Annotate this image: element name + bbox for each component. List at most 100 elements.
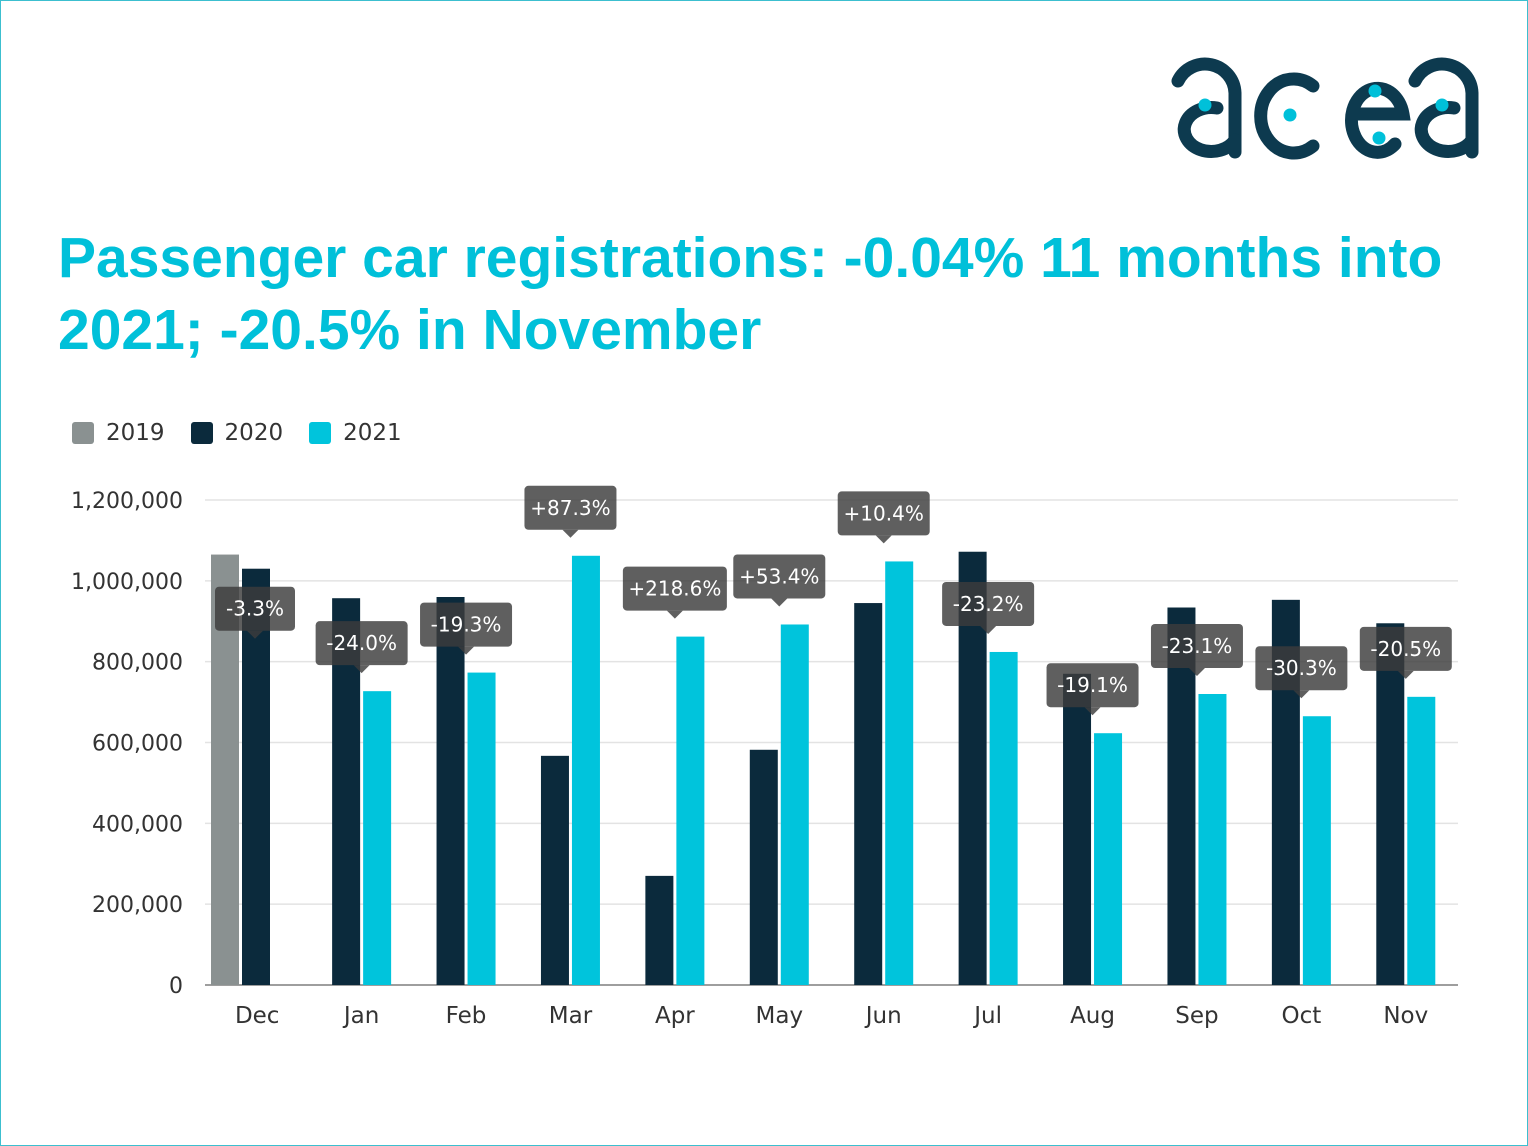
x-tick-label: Oct [1281, 1003, 1321, 1029]
annotation-label: +10.4% [844, 501, 924, 525]
annotation-mar: +87.3% [524, 485, 617, 538]
x-tick-label: Nov [1383, 1003, 1428, 1029]
x-tick-label: Apr [655, 1003, 695, 1029]
annotation-label: -20.5% [1370, 637, 1441, 661]
annotation-apr: +218.6% [622, 566, 727, 619]
bar-2021-may [780, 624, 809, 985]
x-tick-label: Mar [549, 1003, 593, 1029]
x-tick-label: Jul [972, 1003, 1002, 1029]
bar-2021-oct [1302, 716, 1331, 985]
annotation-dec: -3.3% [215, 586, 295, 639]
annotation-pointer [980, 625, 997, 634]
bar-2021-jan [363, 691, 392, 985]
annotation-nov: -20.5% [1359, 626, 1452, 679]
legend-item-2019: 2019 [72, 420, 165, 446]
annotation-pointer [875, 535, 892, 544]
annotation-box [315, 621, 408, 666]
legend-item-2020: 2020 [190, 420, 284, 446]
annotation-label: -23.1% [1162, 634, 1233, 658]
annotation-pointer [771, 598, 788, 607]
acea-logo [1171, 57, 1479, 160]
annotation-pointer [1397, 670, 1414, 679]
y-tick-label: 600,000 [92, 732, 183, 757]
y-tick-label: 1,200,000 [71, 489, 183, 514]
annotation-aug: -19.1% [1046, 663, 1139, 716]
bar-2020-mar [540, 755, 569, 985]
bar-2020-sep [1167, 607, 1196, 985]
annotation-pointer [666, 610, 683, 619]
legend-label-2019: 2019 [106, 420, 165, 446]
x-tick-label: Feb [446, 1003, 487, 1029]
bar-2021-jul [989, 651, 1018, 985]
annotation-jan: -24.0% [315, 621, 408, 674]
bar-2021-feb [467, 672, 496, 985]
bar-2021-nov [1407, 696, 1436, 985]
bar-2021-mar [571, 555, 600, 985]
annotation-jul: -23.2% [942, 581, 1035, 634]
x-tick-label: Jun [864, 1003, 902, 1029]
annotation-sep: -23.1% [1150, 624, 1243, 676]
annotation-label: -19.3% [431, 613, 502, 637]
bar-2020-aug [1063, 673, 1092, 985]
bar-2020-apr [645, 875, 674, 985]
x-tick-label: Aug [1070, 1003, 1115, 1029]
annotation-box [622, 566, 727, 611]
bar-2021-apr [676, 636, 705, 985]
bar-2020-jun [854, 603, 883, 985]
y-tick-label: 0 [169, 974, 183, 999]
annotation-label: -24.0% [326, 631, 397, 655]
y-tick-label: 200,000 [92, 893, 183, 918]
annotation-box [1046, 663, 1139, 708]
legend-swatch-2020 [190, 422, 213, 444]
y-tick-label: 400,000 [92, 812, 183, 837]
legend-item-2021: 2021 [309, 420, 402, 446]
annotation-oct: -30.3% [1255, 646, 1348, 699]
annotation-box [733, 554, 826, 599]
annotation-label: -30.3% [1266, 656, 1337, 680]
chart-legend: 2019 2020 2021 [72, 418, 428, 448]
annotation-pointer [247, 630, 263, 639]
annotation-label: +87.3% [530, 496, 610, 520]
annotation-pointer [1084, 707, 1101, 716]
annotation-pointer [562, 529, 579, 538]
annotation-jun: +10.4% [837, 491, 930, 544]
bar-2021-aug [1094, 733, 1123, 985]
y-tick-label: 1,000,000 [71, 570, 183, 595]
annotation-pointer [1188, 668, 1205, 676]
annotation-box [942, 581, 1035, 626]
annotation-label: -23.2% [953, 592, 1024, 616]
legend-swatch-2019 [72, 422, 94, 444]
annotation-box [1359, 626, 1452, 671]
annotation-label: +53.4% [739, 564, 819, 588]
x-tick-label: May [756, 1003, 804, 1029]
bar-2020-feb [436, 597, 465, 985]
bar-2020-nov [1376, 623, 1405, 985]
x-tick-label: Jan [342, 1003, 379, 1029]
legend-label-2020: 2020 [224, 420, 284, 446]
legend-label-2021: 2021 [343, 420, 402, 446]
legend-swatch-2021 [309, 422, 332, 444]
annotation-pointer [458, 646, 475, 655]
page-title: Passenger car registrations: -0.04% 11 m… [58, 226, 1443, 362]
y-tick-label: 800,000 [92, 651, 183, 676]
annotation-box [420, 602, 513, 647]
annotation-pointer [1293, 690, 1310, 699]
annotation-label: -3.3% [226, 597, 284, 621]
annotation-may: +53.4% [733, 554, 826, 607]
annotation-label: +218.6% [628, 577, 721, 601]
bar-2020-dec [242, 568, 270, 985]
annotation-box [215, 586, 295, 631]
bar-2021-jun [885, 561, 914, 985]
annotation-box [1255, 646, 1348, 691]
annotation-box [1150, 624, 1243, 668]
annotation-box [837, 491, 930, 536]
bar-2020-may [749, 749, 778, 985]
annotation-feb: -19.3% [420, 602, 513, 655]
annotation-label: -19.1% [1057, 673, 1128, 697]
x-tick-label: Sep [1175, 1003, 1218, 1029]
annotation-box [524, 485, 617, 530]
bar-2021-sep [1198, 694, 1227, 985]
annotation-pointer [353, 665, 370, 674]
x-tick-label: Dec [235, 1003, 280, 1029]
